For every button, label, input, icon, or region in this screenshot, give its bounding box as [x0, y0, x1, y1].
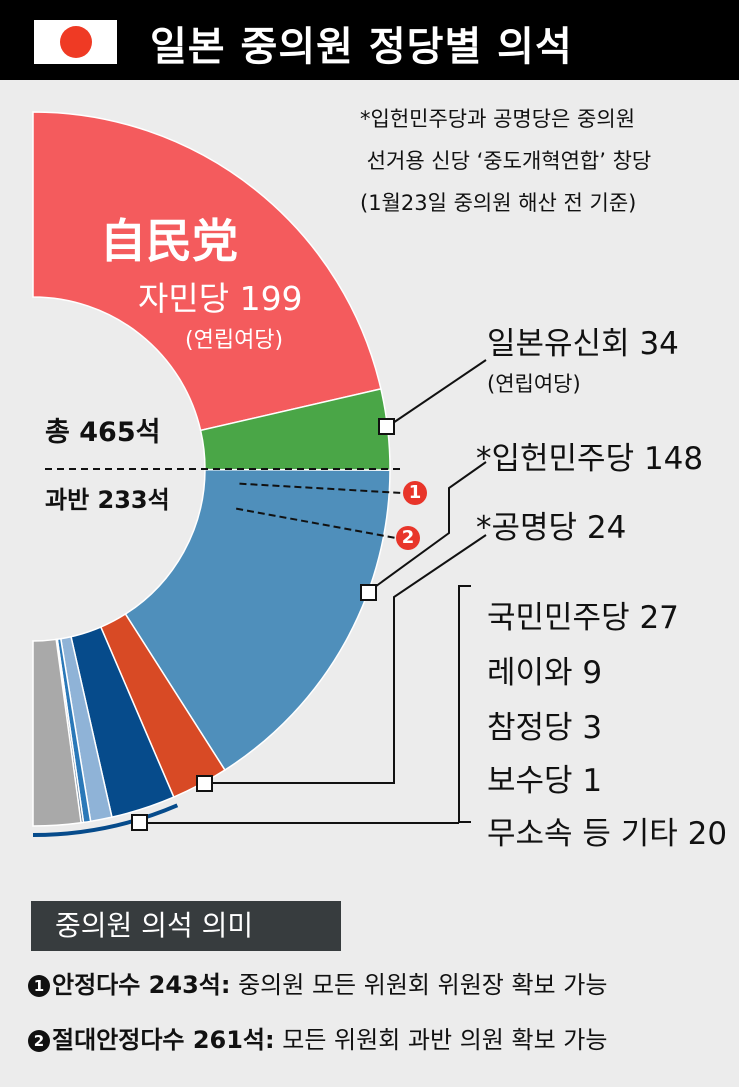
seat-chart: [32, 111, 487, 837]
threshold-badge-2: 2: [396, 526, 420, 550]
footnote: *입헌민주당과 공명당은 중의원 선거용 신당 ‘중도개혁연합’ 창당 (1월2…: [360, 107, 652, 215]
minor-parties-bracket: [458, 585, 471, 823]
label-reiwa: 레이와 9: [487, 655, 603, 691]
label-ishin: 일본유신회 34: [487, 326, 679, 362]
callout-marker-ishin: [378, 418, 395, 435]
marker-2-icon: 2: [28, 1030, 50, 1052]
callout-line-komeito: [204, 534, 487, 784]
total-seats: 총 465석: [45, 417, 161, 448]
callout-line-cdp: [367, 461, 487, 593]
japan-flag-icon: [34, 20, 117, 64]
legend-row-1-key: 안정다수 243석:: [52, 971, 231, 999]
label-komeito: *공명당 24: [476, 510, 627, 546]
wedge-8: [32, 638, 82, 827]
legend-row-2-key: 절대안정다수 261석:: [52, 1026, 275, 1054]
callout-markers: [131, 418, 395, 831]
callout-marker-komeito: [196, 775, 213, 792]
marker-1-icon: 1: [28, 975, 50, 997]
callout-lines: [139, 359, 487, 824]
wedge-0: [32, 111, 382, 432]
callout-marker-cdp: [360, 584, 377, 601]
callout-marker-minor: [131, 814, 148, 831]
page-title: 일본 중의원 정당별 의석: [150, 24, 573, 70]
callout-line-ishin: [386, 359, 487, 428]
flag-sun: [60, 26, 92, 58]
label-others: 무소속 등 기타 20: [487, 816, 728, 852]
label-cdp: *입헌민주당 148: [476, 441, 704, 477]
threshold-badge-1: 1: [403, 481, 427, 505]
majority-label: 과반 233석: [45, 486, 170, 514]
legend-title: 중의원 의석 의미: [31, 901, 341, 951]
title-bar: 일본 중의원 정당별 의석: [0, 0, 739, 80]
ldp-label: 자민당 199: [138, 279, 303, 318]
label-sanseito: 참정당 3: [487, 710, 603, 746]
wedges: [32, 111, 391, 827]
legend-row-2-text: 모든 위원회 과반 의원 확보 가능: [274, 1026, 608, 1054]
legend-row-1: 1 안정다수 243석: 중의원 모든 위원회 위원장 확보 가능: [28, 965, 607, 1000]
label-conservative: 보수당 1: [487, 763, 603, 799]
threshold-lines: [235, 482, 404, 539]
label-dpfp: 국민민주당 27: [487, 600, 679, 636]
wedge-2: [124, 468, 391, 772]
threshold-line-2: [235, 507, 397, 539]
label-ishin-note: (연립여당): [487, 372, 581, 396]
legend-row-1-text: 중의원 모든 위원회 위원장 확보 가능: [230, 971, 608, 999]
minor-parties-arc: [32, 803, 179, 837]
ldp-note: (연립여당): [185, 328, 284, 353]
threshold-line-1: [239, 482, 404, 494]
legend-row-2: 2 절대안정다수 261석: 모든 위원회 과반 의원 확보 가능: [28, 1020, 607, 1055]
ldp-kanji-logo: 自民党: [100, 214, 238, 268]
